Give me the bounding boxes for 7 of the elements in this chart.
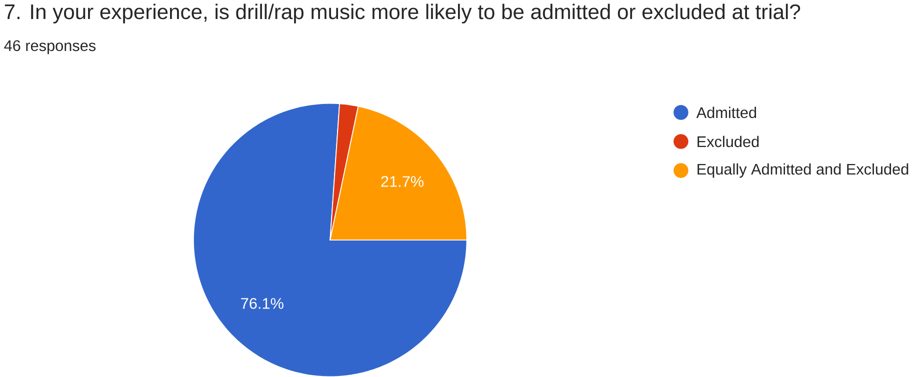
legend-label: Admitted <box>696 106 756 118</box>
legend-label: Equally Admitted and Excluded <box>698 163 908 178</box>
data-label: 76.1% <box>241 298 284 309</box>
text: 46 responses <box>4 40 96 54</box>
data-label: 21.7% <box>381 176 424 187</box>
legend-label: Excluded <box>698 136 759 148</box>
chart-title: 7. In your experience, is drill/rap music more likely to be admitted or excluded at trial? <box>4 4 800 24</box>
